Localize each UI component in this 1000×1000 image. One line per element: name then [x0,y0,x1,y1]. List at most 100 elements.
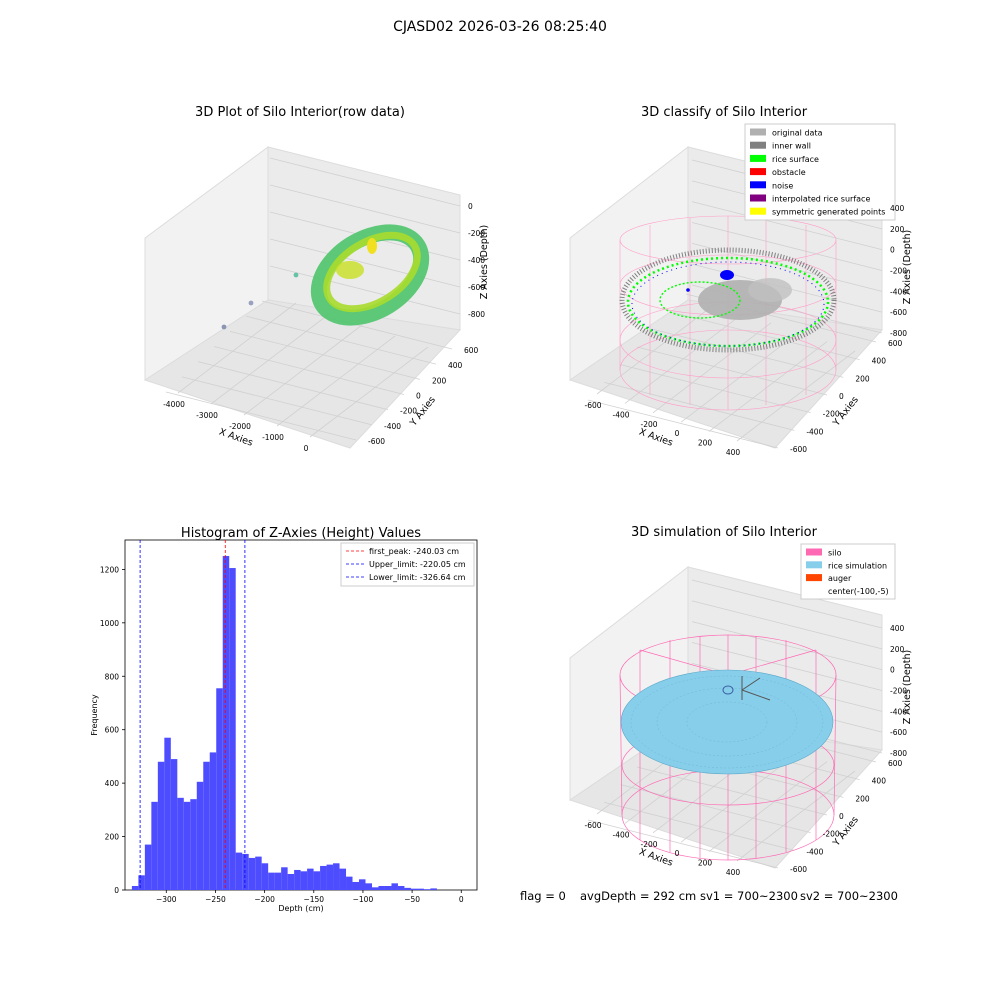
tick-label: -1000 [262,433,284,442]
plot2-xlabel: X Axies [637,426,674,448]
histogram-ticks: −300 −250 −200 −150 −100 −50 0 0 200 400 600 800 100… [100,565,464,904]
tick-label: 0 [839,392,844,401]
tick-label: -400 [806,427,823,436]
histogram-bar [300,871,308,890]
histogram-legend: first_peak: -240.03 cm Upper_limit: -220.… [340,542,475,587]
tick-label: 400 [872,357,887,366]
legend-entry: Lower_limit: -326.64 cm [369,573,466,582]
histogram-bar [333,863,340,890]
histogram-bar [144,844,152,890]
histogram-bar [359,879,366,890]
plot-classify: 3D classify of Silo Interior [568,105,913,457]
plot2-legend-box [744,123,896,221]
tick-label: 400 [890,204,905,213]
tick-label: -200 [823,410,840,419]
legend-entry: obstacle [772,168,806,177]
tick-label: 0 [416,392,421,401]
legend-entry: inner wall [772,142,811,151]
histogram-legend-box [340,542,475,587]
legend-entry: interpolated rice surface [772,195,870,204]
plot-simulation: 3D simulation of Silo Interior [568,525,913,877]
tick-label: -200 [468,229,485,238]
tick-label: -200 [400,407,417,416]
histogram-bar [138,875,145,890]
tick-label: 200 [890,225,905,234]
histogram-vlines [139,540,246,890]
tick-label: -600 [584,401,601,410]
legend-swatch [750,141,766,149]
tick-label: 0 [890,246,895,255]
tick-label: 600 [464,346,479,355]
plot4-legend: silo rice simulation auger center(-100,-5) [800,543,896,600]
histogram-bar [190,799,197,890]
plot-raw-data: 3D Plot of Silo Interior(row data) X Axi… [143,105,490,453]
tick-label: 0 [839,812,844,821]
x-tick-label: −200 [254,895,275,904]
histogram-bar [307,868,314,890]
tick-label: -600 [790,445,807,454]
tick-label: 600 [888,759,903,768]
histogram-bar [274,872,282,890]
x-tick-label: −250 [205,895,226,904]
legend-swatch [750,207,766,215]
legend-swatch [750,168,766,176]
plot2-legend: original data inner wall rice surface obsta… [744,123,896,221]
legend-entry: Upper_limit: -220.05 cm [369,560,466,569]
tick-label: -400 [612,830,629,839]
histogram-bar [235,852,243,890]
legend-swatch [750,181,766,189]
tick-label: 600 [888,339,903,348]
histogram-bar [423,889,431,890]
histogram-bar [384,885,392,890]
plot2-classified-points [619,247,837,353]
histogram-bar [430,888,437,890]
plot1-title: 3D Plot of Silo Interior(row data) [195,105,405,120]
tick-label: -800 [890,329,907,338]
legend-swatch [806,574,822,582]
plot4-rice-surface [620,669,834,775]
legend-swatch [750,128,766,136]
x-tick-label: −300 [156,895,177,904]
histogram-bar [281,867,288,890]
plot4-auger [722,676,771,701]
tick-label: 200 [698,439,713,448]
x-tick-label: −100 [353,895,374,904]
legend-swatch [750,154,766,162]
histogram-bar [371,887,379,890]
plot1-pane-floor [143,299,462,449]
tick-label: -600 [468,283,485,292]
tick-label: -400 [384,422,401,431]
status-flag: flag = 0 [520,889,566,903]
tick-label: -4000 [163,400,185,409]
tick-label: 200 [890,645,905,654]
tick-label: -200 [640,840,657,849]
histogram-ylabel: Frequency [90,694,99,736]
legend-entry: original data [772,129,823,138]
tick-label: -200 [823,830,840,839]
tick-label: 0 [468,202,473,211]
tick-label: -400 [890,707,907,716]
histogram-bar [222,556,230,890]
histogram-bar [294,869,301,890]
tick-label: 200 [855,794,870,803]
y-tick-label: 400 [105,779,120,788]
histogram-xlabel: Depth (cm) [278,904,323,913]
tick-label: -400 [806,847,823,856]
histogram-bar [229,568,236,890]
tick-label: -800 [890,749,907,758]
histogram-bar [164,737,171,890]
status-sv2: sv2 = 700~2300 [800,889,898,903]
legend-entry: first_peak: -240.03 cm [369,547,459,556]
tick-label: 400 [890,624,905,633]
histogram-bars [131,556,437,890]
tick-label: -600 [890,308,907,317]
tick-label: -600 [890,728,907,737]
histogram-bar [209,752,217,890]
histogram-bar [287,873,295,890]
figure-title: CJASD02 2026-03-26 08:25:40 [393,19,607,35]
histogram-bar [170,759,178,890]
histogram-bar [242,853,249,890]
x-tick-label: 0 [459,895,464,904]
status-line: flag = 0 avgDepth = 292 cm sv1 = 700~230… [520,889,898,903]
x-tick-label: −150 [303,895,324,904]
